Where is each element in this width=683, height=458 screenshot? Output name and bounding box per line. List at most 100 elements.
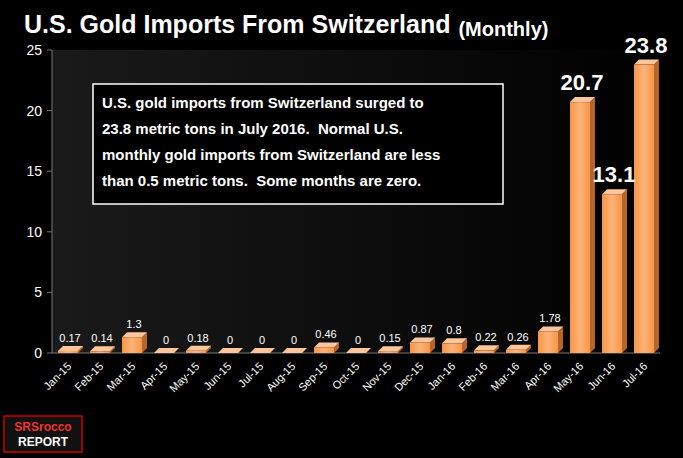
bar — [250, 353, 270, 354]
data-label: 0.14 — [91, 332, 112, 344]
bar — [506, 350, 526, 353]
plot-wall — [52, 50, 660, 353]
bar-top — [314, 342, 339, 347]
x-tick-label: Jan-16 — [425, 360, 457, 392]
bar — [346, 353, 366, 354]
x-tick-label: Jan-15 — [41, 360, 73, 392]
data-label: 0 — [291, 334, 297, 346]
y-tick-label: 25 — [26, 42, 42, 58]
bar-top — [570, 97, 595, 102]
bar-top — [218, 348, 243, 353]
bar — [186, 351, 206, 353]
bar — [58, 351, 78, 353]
x-tick-label: Feb-16 — [456, 360, 489, 393]
y-tick-label: 10 — [26, 224, 42, 240]
annotation-text: monthly gold imports from Switzerland ar… — [102, 146, 440, 163]
bars — [58, 60, 659, 353]
x-tick-label: Aug-15 — [264, 360, 298, 394]
x-tick-label: Dec-15 — [392, 360, 426, 394]
bar-side — [622, 189, 627, 353]
data-label: 0.22 — [475, 331, 496, 343]
data-label: 0 — [163, 334, 169, 346]
x-tick-label: Jul-15 — [236, 360, 266, 390]
bar-top — [282, 348, 307, 353]
annotation-box — [93, 84, 503, 204]
bar — [90, 351, 110, 353]
x-tick-label: Oct-15 — [330, 360, 362, 392]
bar — [602, 194, 622, 353]
logo-box — [4, 416, 82, 452]
annotation-text: 23.8 metric tons in July 2016. Normal U.… — [102, 120, 403, 137]
x-tick-label: May-16 — [551, 360, 585, 394]
bar-side — [590, 97, 595, 353]
bar-top — [378, 346, 403, 351]
bar — [538, 331, 558, 353]
y-tick — [47, 231, 52, 232]
data-label: 0.26 — [507, 331, 528, 343]
y-tick-label: 5 — [34, 284, 42, 300]
data-label: 20.7 — [561, 70, 604, 95]
bar — [634, 65, 654, 353]
x-tick-label: Apr-15 — [138, 360, 170, 392]
bar — [282, 353, 302, 354]
x-tick-label: Apr-16 — [522, 360, 554, 392]
y-tick — [47, 353, 52, 354]
x-tick-label: Feb-15 — [72, 360, 105, 393]
bar-top — [250, 348, 275, 353]
annotation-text: than 0.5 metric tons. Some months are ze… — [102, 172, 421, 189]
bar-top — [122, 332, 147, 337]
bar — [218, 353, 238, 354]
bar-top — [506, 345, 531, 350]
x-tick-label: Jun-15 — [201, 360, 233, 392]
bar-top — [186, 346, 211, 351]
x-tick-label: Sep-15 — [296, 360, 330, 394]
data-label: 0.8 — [446, 324, 461, 336]
data-label: 0 — [259, 334, 265, 346]
chart: 05101520250.170.141.300.180000.4600.150.… — [0, 0, 683, 458]
bar-top — [442, 338, 467, 343]
x-tick-label: May-15 — [167, 360, 201, 394]
bar-top — [410, 337, 435, 342]
bar-side — [654, 60, 659, 353]
y-tick-label: 0 — [34, 345, 42, 361]
bar-top — [58, 346, 83, 351]
data-label: 1.78 — [539, 312, 560, 324]
x-tick-label: Jun-16 — [585, 360, 617, 392]
logo-text: REPORT — [18, 435, 69, 449]
bar — [474, 350, 494, 353]
data-label: 0.15 — [379, 332, 400, 344]
bar — [410, 342, 430, 353]
data-label: 1.3 — [126, 318, 141, 330]
x-tick-label: Jul-16 — [620, 360, 650, 390]
data-label: 13.1 — [593, 162, 636, 187]
bar-top — [538, 326, 563, 331]
bar — [122, 337, 142, 353]
logo-text: SRSrocco — [14, 420, 71, 434]
data-label: 0.46 — [315, 328, 336, 340]
data-label: 0 — [355, 334, 361, 346]
bar — [442, 343, 462, 353]
y-tick — [47, 110, 52, 111]
annotation-text: U.S. gold imports from Switzerland surge… — [102, 94, 424, 111]
bar-top — [634, 60, 659, 65]
title: U.S. Gold Imports From Switzerland — [24, 10, 450, 38]
data-label: 0 — [227, 334, 233, 346]
y-tick-label: 20 — [26, 103, 42, 119]
y-tick — [47, 292, 52, 293]
bar — [378, 351, 398, 353]
data-label: 0.17 — [59, 332, 80, 344]
bar — [314, 347, 334, 353]
y-tick — [47, 171, 52, 172]
y-tick — [47, 50, 52, 51]
bar-top — [474, 345, 499, 350]
bar-top — [602, 189, 627, 194]
subtitle: (Monthly) — [458, 18, 548, 40]
x-tick-label: Mar-15 — [104, 360, 137, 393]
bar — [570, 102, 590, 353]
bar-top — [154, 348, 179, 353]
data-label: 23.8 — [625, 33, 668, 58]
bar-top — [90, 346, 115, 351]
y-axis — [52, 50, 53, 353]
bar-top — [346, 348, 371, 353]
x-tick-label: Mar-16 — [488, 360, 521, 393]
